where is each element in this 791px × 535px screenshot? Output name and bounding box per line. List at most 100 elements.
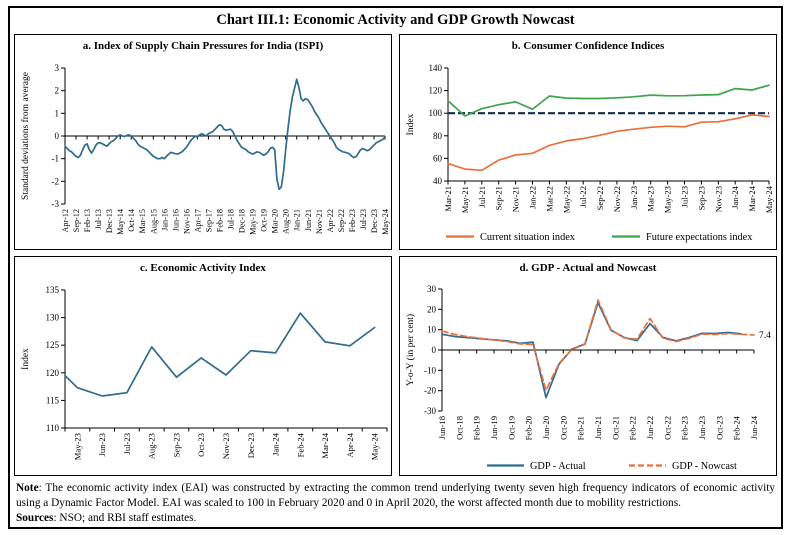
legend-b: Current situation index Future expectatio… — [446, 232, 753, 243]
axes-b — [444, 67, 770, 185]
svg-text:May-24: May-24 — [381, 209, 390, 235]
svg-text:Feb-20: Feb-20 — [524, 416, 534, 440]
svg-text:125: 125 — [46, 340, 60, 350]
svg-text:0: 0 — [432, 345, 437, 355]
svg-text:115: 115 — [46, 395, 60, 405]
svg-text:Feb-18: Feb-18 — [216, 209, 225, 232]
series-line-d-gdp-nowcast — [441, 299, 755, 392]
svg-text:Apr-17: Apr-17 — [193, 209, 202, 232]
chart-b-consumer-confidence: 140 120 100 80 60 40 Index Mar-21 May-21 Jul-21 Se… — [406, 63, 774, 243]
svg-text:Jun-16: Jun-16 — [171, 209, 180, 231]
svg-text:May-24: May-24 — [764, 185, 774, 213]
svg-text:-30: -30 — [424, 406, 436, 416]
chart-a-ispi: 3 2 1 0 -1 -2 -3 Standard deviations from avera… — [20, 63, 390, 235]
svg-text:Jan-22: Jan-22 — [528, 186, 538, 209]
svg-text:-20: -20 — [424, 386, 436, 396]
svg-text:Feb-23: Feb-23 — [680, 416, 690, 440]
axis-labels-b: 140 120 100 80 60 40 Index Mar-21 May-21 Jul-21 Se… — [406, 63, 774, 213]
svg-text:Jun-22: Jun-22 — [645, 416, 655, 439]
svg-text:Feb-13: Feb-13 — [83, 209, 92, 232]
svg-text:Oct-21: Oct-21 — [610, 416, 620, 440]
y-axis-title-a: Standard deviations from average — [20, 72, 31, 200]
svg-text:120: 120 — [429, 86, 443, 96]
footnote: Note: The economic activity index (EAI) … — [14, 481, 777, 526]
svg-text:Nov-21: Nov-21 — [315, 209, 324, 234]
svg-text:20: 20 — [427, 304, 437, 314]
svg-text:2: 2 — [55, 86, 60, 96]
axis-labels-c: 135 130 125 120 115 110 Index May-23 Jun-23 Jul-2… — [21, 285, 380, 460]
chart-c-economic-activity-index: 135 130 125 120 115 110 Index May-23 Jun-23 Jul-2… — [21, 285, 388, 460]
svg-text:Sep-22: Sep-22 — [337, 209, 346, 232]
svg-text:Sep-21: Sep-21 — [494, 186, 504, 210]
svg-text:Oct-23: Oct-23 — [196, 433, 206, 457]
svg-text:Sep-12: Sep-12 — [72, 209, 81, 232]
svg-text:Feb-19: Feb-19 — [472, 416, 482, 440]
svg-text:Jul-23: Jul-23 — [122, 433, 132, 454]
svg-text:Aug-23: Aug-23 — [147, 433, 157, 459]
legend-label: Current situation index — [480, 232, 576, 243]
svg-text:130: 130 — [46, 313, 60, 323]
svg-text:135: 135 — [46, 285, 60, 295]
svg-text:Jan-24: Jan-24 — [271, 432, 281, 456]
svg-text:Nov-21: Nov-21 — [511, 186, 521, 212]
svg-text:Nov-22: Nov-22 — [612, 186, 622, 212]
y-axis-title-d: Y-o-Y (in per cent) — [405, 314, 416, 386]
svg-text:Dec-23: Dec-23 — [246, 433, 256, 458]
panel-c-title: c. Economic Activity Index — [140, 262, 266, 274]
svg-text:Dec-23: Dec-23 — [370, 209, 379, 233]
svg-text:Jun-20: Jun-20 — [541, 416, 551, 439]
svg-text:Sep-17: Sep-17 — [204, 209, 213, 232]
svg-text:Jun-23: Jun-23 — [97, 433, 107, 456]
svg-text:Feb-21: Feb-21 — [576, 416, 586, 440]
svg-text:Jan-24: Jan-24 — [730, 185, 740, 209]
nowcast-value-annotation: 7.4 — [759, 331, 771, 341]
svg-text:Oct-19: Oct-19 — [260, 209, 269, 232]
svg-text:-1: -1 — [52, 154, 60, 164]
series-line-b-current-situation-index — [447, 114, 770, 172]
svg-text:Nov-23: Nov-23 — [713, 186, 723, 212]
svg-text:May-21: May-21 — [460, 186, 470, 213]
legend-label: GDP - Nowcast — [672, 461, 737, 472]
svg-text:Sep-23: Sep-23 — [696, 186, 706, 210]
svg-text:40: 40 — [433, 176, 443, 186]
svg-text:Feb-22: Feb-22 — [628, 416, 638, 440]
note-text: : The economic activity index (EAI) was … — [16, 482, 775, 509]
svg-text:Aug-20: Aug-20 — [282, 209, 291, 234]
svg-text:Jun-23: Jun-23 — [697, 416, 707, 439]
svg-text:Feb-24: Feb-24 — [295, 432, 305, 457]
note-paragraph: Note: The economic activity index (EAI) … — [16, 481, 775, 511]
svg-text:Jun-19: Jun-19 — [489, 416, 499, 439]
svg-text:Apr-24: Apr-24 — [345, 432, 355, 457]
svg-text:110: 110 — [46, 423, 60, 433]
svg-text:Dec-13: Dec-13 — [105, 209, 114, 233]
svg-text:May-19: May-19 — [249, 209, 258, 235]
y-axis-title-b: Index — [406, 113, 416, 135]
svg-text:Mar-24: Mar-24 — [320, 432, 330, 458]
series-line-a-ispi — [64, 78, 386, 191]
svg-text:80: 80 — [433, 131, 443, 141]
panel-a-ispi: 3 2 1 0 -1 -2 -3 Standard deviations from avera… — [14, 34, 392, 250]
panel-d-title: d. GDP - Actual and Nowcast — [519, 262, 657, 274]
svg-text:-10: -10 — [424, 365, 436, 375]
svg-text:Jun-18: Jun-18 — [437, 416, 447, 439]
svg-text:Jul-23: Jul-23 — [359, 209, 368, 229]
svg-text:60: 60 — [433, 153, 443, 163]
svg-text:Oct-14: Oct-14 — [127, 209, 136, 232]
svg-text:Mar-20: Mar-20 — [271, 209, 280, 233]
axes-a — [61, 67, 386, 205]
note-label: Note — [16, 482, 39, 494]
svg-text:May-23: May-23 — [72, 433, 82, 460]
svg-text:-2: -2 — [52, 176, 60, 186]
panel-b-title: b. Consumer Confidence Indices — [511, 40, 665, 52]
axis-labels-d: 30 20 10 0 -10 -20 -30 Y-o-Y (in per cent) Jun-1… — [405, 284, 771, 440]
axes-d — [438, 288, 755, 412]
svg-text:120: 120 — [46, 368, 60, 378]
legend-label: Future expectations index — [646, 232, 753, 243]
svg-text:Oct-23: Oct-23 — [714, 416, 724, 440]
series-line-c-economic-activity-index — [64, 312, 376, 397]
svg-text:Feb-23: Feb-23 — [348, 209, 357, 232]
panel-c-economic-activity-index: 135 130 125 120 115 110 Index May-23 Jun-23 Jul-2… — [14, 256, 392, 476]
svg-text:Jun-24: Jun-24 — [749, 415, 759, 439]
svg-text:Apr-22: Apr-22 — [326, 209, 335, 232]
svg-text:Oct-20: Oct-20 — [558, 416, 568, 440]
